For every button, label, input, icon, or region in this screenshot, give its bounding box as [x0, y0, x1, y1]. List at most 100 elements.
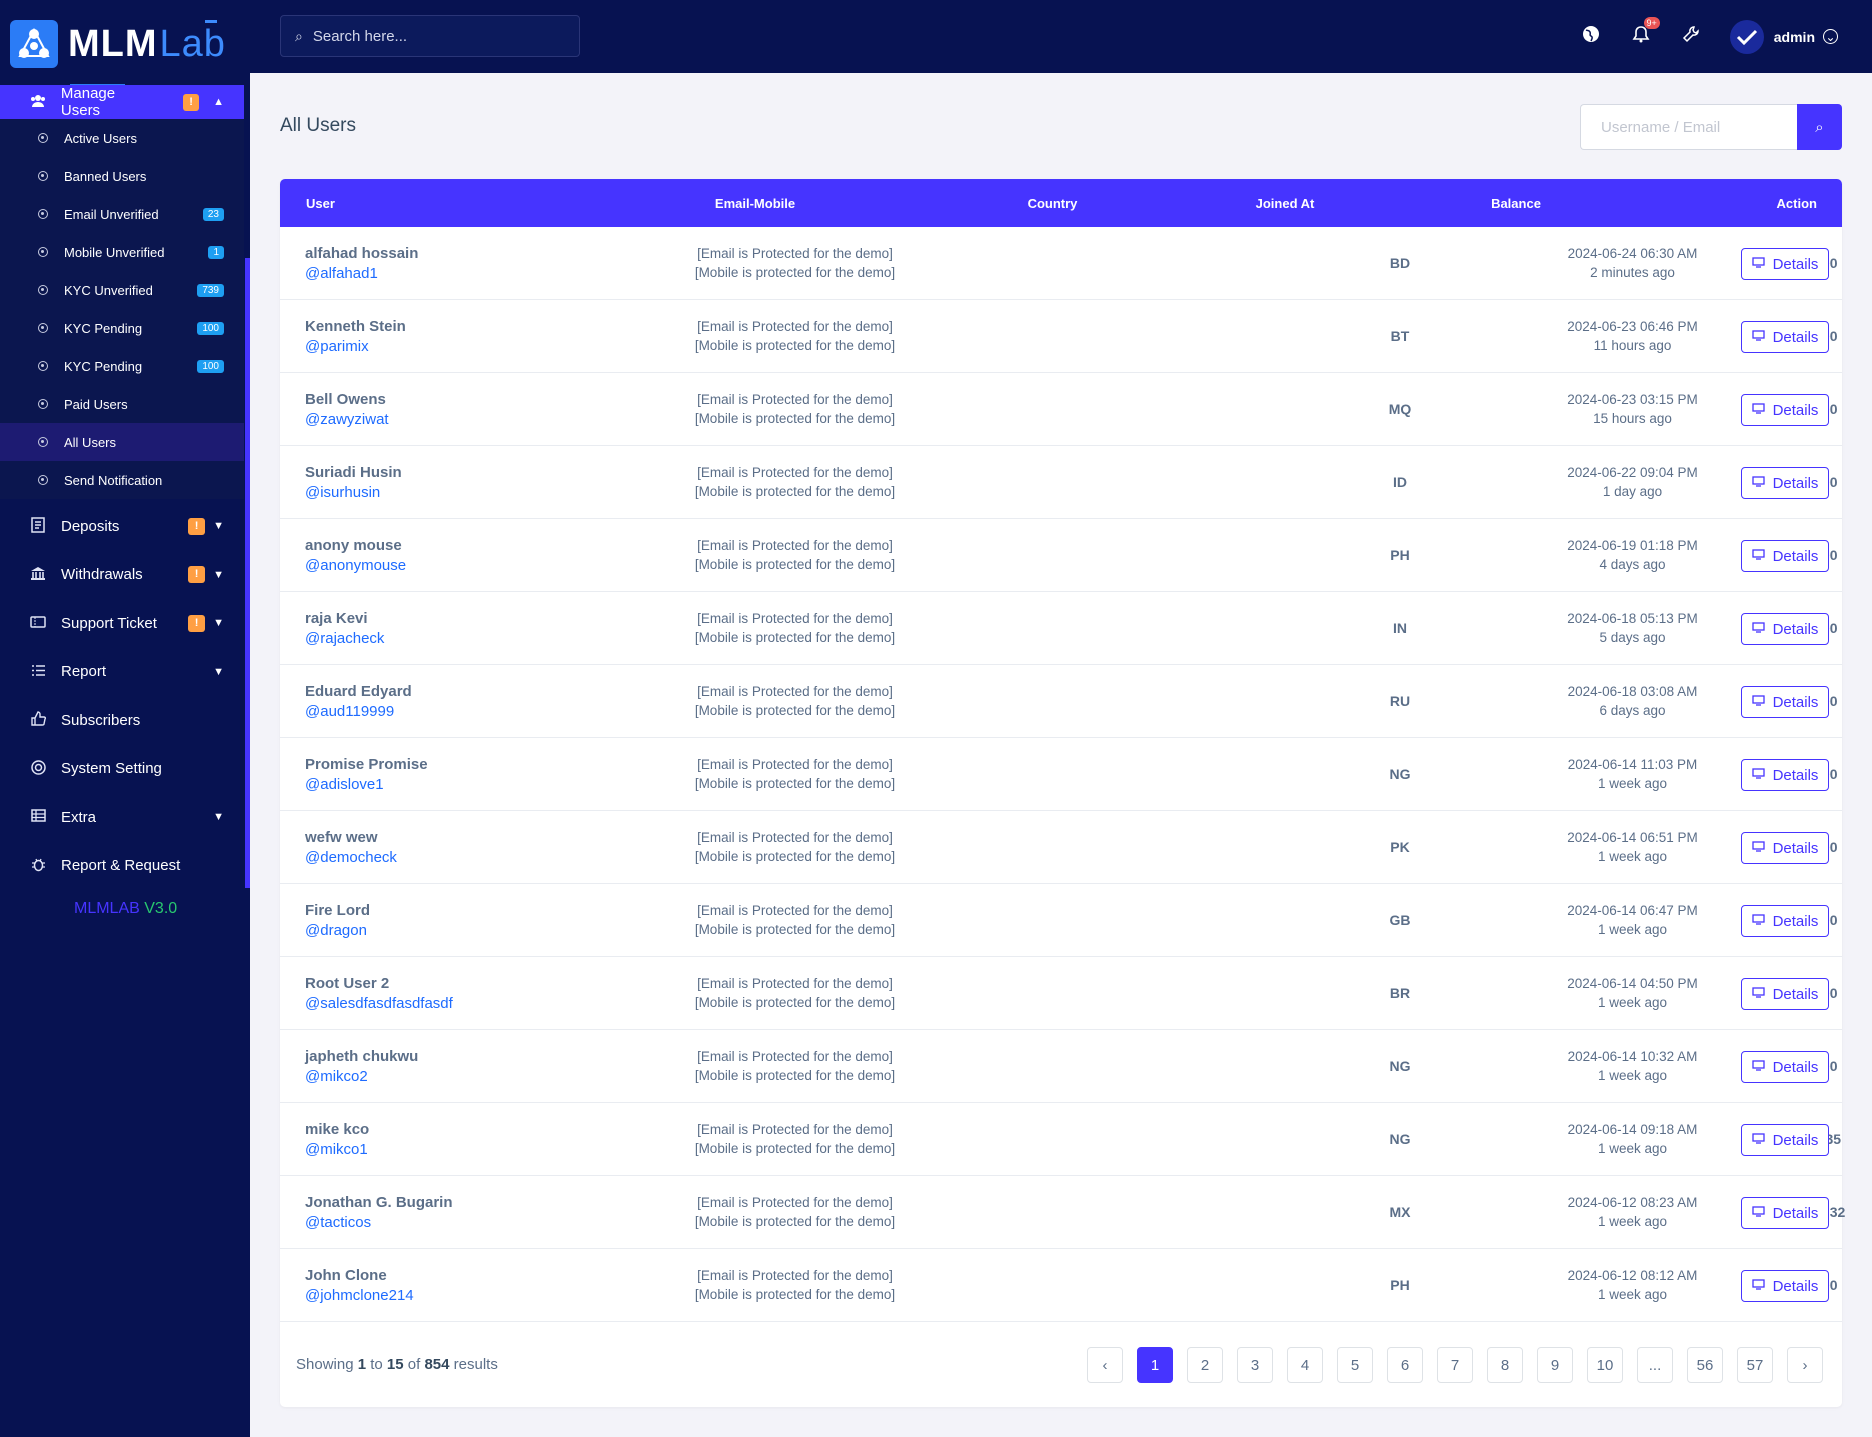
- sidebar-item-system-setting[interactable]: System Setting: [0, 745, 244, 794]
- joined-relative: 1 week ago: [1597, 1068, 1668, 1083]
- count-badge: 739: [197, 283, 224, 297]
- joined-relative: 1 week ago: [1597, 1287, 1668, 1302]
- chevron-down-icon: ▼: [213, 665, 224, 678]
- search-button[interactable]: ⌕: [1797, 104, 1842, 150]
- username-email-input[interactable]: [1580, 104, 1797, 150]
- pagination-page[interactable]: 8: [1487, 1347, 1523, 1383]
- sidebar-subitem[interactable]: Email Unverified 23: [0, 195, 244, 233]
- details-button[interactable]: Details: [1741, 613, 1829, 645]
- sidebar-subitem[interactable]: Mobile Unverified 1: [0, 233, 244, 271]
- country-cell: PH: [1340, 519, 1460, 591]
- admin-name[interactable]: admin: [1773, 28, 1815, 45]
- country-cell: NG: [1340, 738, 1460, 810]
- sidebar-item-manage-users[interactable]: Manage Users ! ▲: [0, 85, 244, 119]
- pagination-page[interactable]: 7: [1437, 1347, 1473, 1383]
- pagination-page[interactable]: 10: [1587, 1347, 1623, 1383]
- details-button[interactable]: Details: [1741, 248, 1829, 280]
- sidebar-item-report-request[interactable]: Report & Request: [0, 842, 244, 891]
- details-button[interactable]: Details: [1741, 1270, 1829, 1302]
- user-username-link[interactable]: @aud119999: [305, 702, 395, 720]
- bell-icon[interactable]: 9+: [1630, 17, 1660, 48]
- email-text: [Email is Protected for the demo]: [697, 903, 893, 918]
- pagination-prev[interactable]: ‹: [1087, 1347, 1123, 1383]
- user-username-link[interactable]: @zawyziwat: [305, 410, 389, 428]
- details-button[interactable]: Details: [1741, 686, 1829, 718]
- globe-icon[interactable]: [1580, 25, 1602, 48]
- sidebar-subitem[interactable]: Banned Users: [0, 157, 244, 195]
- sidebar-item-report[interactable]: Report ▼: [0, 648, 244, 697]
- details-button[interactable]: Details: [1741, 1124, 1829, 1156]
- country-code: NG: [1389, 1131, 1411, 1147]
- pagination-next[interactable]: ›: [1787, 1347, 1823, 1383]
- pagination: ‹ 1 2 3 4 5 6 7 8 9 10... 56 57 ›: [1087, 1347, 1823, 1383]
- logo-icon: [10, 20, 58, 68]
- details-button[interactable]: Details: [1741, 394, 1829, 426]
- details-button[interactable]: Details: [1741, 1051, 1829, 1083]
- header-joined-at: Joined At: [1255, 195, 1315, 211]
- pagination-page[interactable]: 1: [1137, 1347, 1173, 1383]
- user-fullname: John Clone: [305, 1266, 387, 1284]
- pagination-page[interactable]: 57: [1737, 1347, 1773, 1383]
- avatar[interactable]: [1729, 19, 1764, 54]
- wrench-icon[interactable]: [1680, 25, 1702, 48]
- circle-dot-icon: [38, 285, 48, 295]
- user-username-link[interactable]: @isurhusin: [305, 483, 381, 501]
- pagination-page[interactable]: 6: [1387, 1347, 1423, 1383]
- pagination-page[interactable]: 9: [1537, 1347, 1573, 1383]
- sidebar-item-support-ticket[interactable]: Support Ticket! ▼: [0, 599, 244, 648]
- table-row: raja Kevi @rajacheck [Email is Protected f…: [280, 592, 1842, 665]
- desktop-icon: [1751, 1060, 1765, 1074]
- pagination-page[interactable]: 5: [1337, 1347, 1373, 1383]
- sidebar-subitem[interactable]: KYC Pending 100: [0, 347, 244, 385]
- pagination-page[interactable]: 2: [1187, 1347, 1223, 1383]
- global-search-input[interactable]: ⌕ Search here...: [280, 15, 580, 57]
- sidebar-scrollbar[interactable]: [245, 258, 250, 888]
- user-username-link[interactable]: @anonymouse: [305, 556, 407, 574]
- user-username-link[interactable]: @parimix: [305, 337, 369, 355]
- country-code: NG: [1389, 766, 1411, 782]
- details-button[interactable]: Details: [1741, 905, 1829, 937]
- sidebar-item-deposits[interactable]: Deposits! ▼: [0, 502, 244, 551]
- bank-icon: [28, 566, 48, 584]
- chevron-down-icon[interactable]: ⌄: [1823, 29, 1838, 44]
- sidebar-subitem[interactable]: Send Notification: [0, 461, 244, 499]
- details-button[interactable]: Details: [1741, 759, 1829, 791]
- sidebar-subitem[interactable]: Paid Users: [0, 385, 244, 423]
- logo[interactable]: MLM Lab: [0, 0, 250, 88]
- sidebar-subitem[interactable]: All Users: [0, 423, 244, 461]
- pagination-page[interactable]: 4: [1287, 1347, 1323, 1383]
- details-button[interactable]: Details: [1741, 467, 1829, 499]
- user-username-link[interactable]: @mikco1: [305, 1140, 368, 1158]
- user-cell: Root User 2 @salesdfasdfasdfasdf: [305, 957, 453, 1029]
- table-row: mike kco @mikco1 [Email is Protected for t…: [280, 1103, 1842, 1176]
- details-button[interactable]: Details: [1741, 1197, 1829, 1229]
- pagination-page[interactable]: 56: [1687, 1347, 1723, 1383]
- sidebar-item-subscribers[interactable]: Subscribers: [0, 696, 244, 745]
- user-username-link[interactable]: @dragon: [305, 921, 367, 939]
- user-username-link[interactable]: @democheck: [305, 848, 397, 866]
- details-button[interactable]: Details: [1741, 832, 1829, 864]
- pagination-page[interactable]: 3: [1237, 1347, 1273, 1383]
- user-username-link[interactable]: @adislove1: [305, 775, 384, 793]
- desktop-icon: [1751, 695, 1765, 709]
- sidebar-subitem-label: KYC Pending: [64, 320, 143, 336]
- sidebar-item-withdrawals[interactable]: Withdrawals! ▼: [0, 551, 244, 600]
- user-username-link[interactable]: @tacticos: [305, 1213, 372, 1231]
- sidebar-subitem[interactable]: KYC Pending 100: [0, 309, 244, 347]
- sidebar-subitem[interactable]: Active Users: [0, 119, 244, 157]
- email-mobile-cell: [Email is Protected for the demo] [Mobile…: [660, 811, 930, 883]
- sidebar-subitem[interactable]: KYC Unverified 739: [0, 271, 244, 309]
- sidebar-item-extra[interactable]: Extra ▼: [0, 793, 244, 842]
- user-username-link[interactable]: @rajacheck: [305, 629, 385, 647]
- email-text: [Email is Protected for the demo]: [697, 1122, 893, 1137]
- mobile-text: [Mobile is protected for the demo]: [694, 338, 896, 353]
- user-username-link[interactable]: @salesdfasdfasdfasdf: [305, 994, 453, 1012]
- details-button[interactable]: Details: [1741, 978, 1829, 1010]
- users-icon: [30, 94, 49, 111]
- desktop-icon: [1751, 257, 1765, 271]
- details-button[interactable]: Details: [1741, 540, 1829, 572]
- details-button[interactable]: Details: [1741, 321, 1829, 353]
- user-username-link[interactable]: @johmclone214: [305, 1286, 414, 1304]
- user-username-link[interactable]: @mikco2: [305, 1067, 368, 1085]
- user-username-link[interactable]: @alfahad1: [305, 264, 378, 282]
